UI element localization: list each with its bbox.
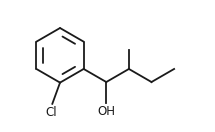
Text: OH: OH [97, 105, 115, 118]
Text: Cl: Cl [45, 106, 57, 119]
